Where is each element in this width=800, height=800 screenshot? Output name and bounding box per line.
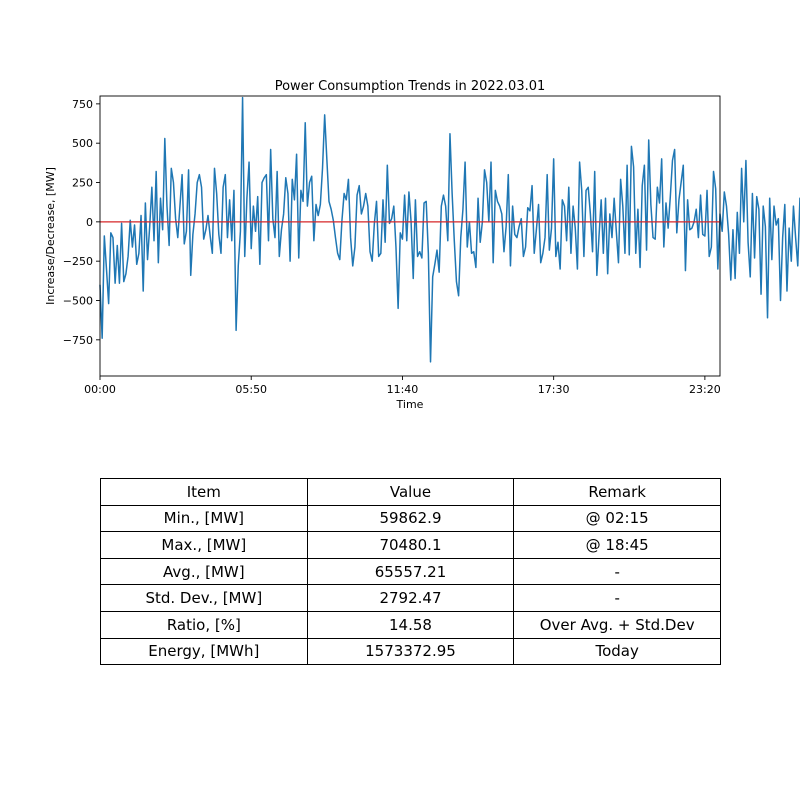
header-value: Value — [306, 478, 515, 506]
y-axis-label: Increase/Decrease, [MW] — [44, 167, 57, 305]
x-tick-label: 05:50 — [235, 383, 267, 396]
cell-item: Std. Dev., [MW] — [100, 584, 308, 612]
table-row: Min., [MW] 59862.9 @ 02:15 — [100, 504, 721, 533]
cell-value: 14.58 — [306, 610, 515, 639]
cell-item: Ratio, [%] — [100, 610, 308, 639]
y-tick-label: 500 — [72, 137, 93, 150]
cell-value: 65557.21 — [306, 557, 515, 586]
cell-remark: - — [513, 584, 721, 612]
table-row: Max., [MW] 70480.1 @ 18:45 — [100, 531, 721, 559]
x-tick-label: 17:30 — [538, 383, 570, 396]
cell-remark: Over Avg. + Std.Dev — [513, 610, 721, 639]
table-row: Ratio, [%] 14.58 Over Avg. + Std.Dev — [100, 610, 721, 639]
cell-value: 2792.47 — [306, 584, 515, 612]
cell-value: 1573372.95 — [306, 637, 515, 666]
cell-item: Max., [MW] — [100, 531, 308, 559]
cell-item: Energy, [MWh] — [100, 637, 308, 666]
header-item: Item — [100, 478, 308, 506]
y-tick-label: −250 — [63, 255, 93, 268]
series-line — [99, 96, 800, 363]
x-tick-label: 23:20 — [689, 383, 721, 396]
chart-title: Power Consumption Trends in 2022.03.01 — [275, 79, 546, 94]
cell-value: 59862.9 — [306, 504, 515, 533]
table-row: Std. Dev., [MW] 2792.47 - — [100, 584, 721, 612]
x-axis-label: Time — [396, 398, 424, 411]
cell-remark: @ 02:15 — [513, 504, 721, 533]
y-tick-label: 0 — [86, 216, 93, 229]
table-row: Energy, [MWh] 1573372.95 Today — [100, 637, 721, 666]
header-remark: Remark — [513, 478, 721, 506]
y-tick-label: 250 — [72, 177, 93, 190]
x-tick-label: 11:40 — [387, 383, 419, 396]
cell-value: 70480.1 — [306, 531, 515, 559]
cell-item: Min., [MW] — [100, 504, 308, 533]
y-tick-label: −750 — [63, 334, 93, 347]
plot-frame — [99, 95, 721, 377]
table-header-row: Item Value Remark — [100, 478, 721, 506]
cell-remark: Today — [513, 637, 721, 666]
y-tick-label: −500 — [63, 294, 93, 307]
statistics-table: Item Value Remark Min., [MW] 59862.9 @ 0… — [100, 478, 721, 666]
cell-remark: @ 18:45 — [513, 531, 721, 559]
table-row: Avg., [MW] 65557.21 - — [100, 557, 721, 586]
y-tick-label: 750 — [72, 98, 93, 111]
cell-remark: - — [513, 557, 721, 586]
plot-area: −750 −500 −250 0 250 500 750 00:00 05:50 11:40 17:… — [63, 95, 800, 396]
power-consumption-chart: Power Consumption Trends in 2022.03.01 −… — [44, 79, 800, 411]
x-tick-label: 00:00 — [84, 383, 116, 396]
cell-item: Avg., [MW] — [100, 557, 308, 586]
